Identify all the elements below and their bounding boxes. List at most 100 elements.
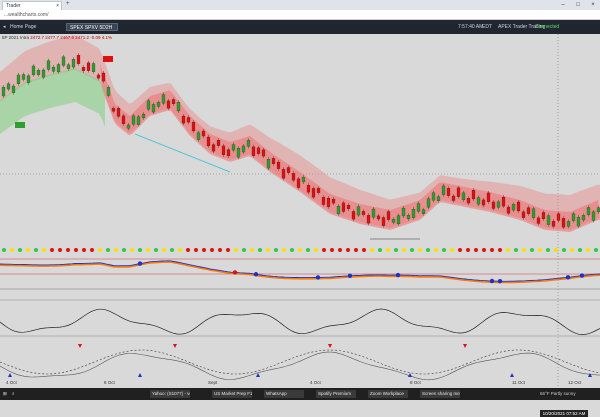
signal-dot [322, 248, 326, 252]
candle-body [421, 209, 426, 214]
sell-arrow [328, 344, 332, 348]
signal-dot [58, 248, 62, 252]
candle-body [201, 130, 206, 137]
candle-body [181, 115, 186, 124]
back-icon[interactable]: ◂ [3, 24, 6, 30]
candle-body [571, 213, 576, 221]
signal-dot [298, 248, 302, 252]
x-axis-label: 8 Oct [410, 380, 422, 385]
candle-body [211, 144, 216, 152]
signal-dot [34, 248, 38, 252]
candle-body [466, 198, 471, 204]
weather-widget[interactable]: 66°F Partly sunny [540, 391, 576, 396]
maximize-button[interactable]: □ [576, 2, 580, 8]
candle-body [506, 206, 511, 214]
url-text[interactable]: ...wealthcharts.com/ [4, 12, 49, 18]
candle-body [406, 215, 411, 219]
buy-arrow [256, 373, 260, 377]
candle-body [261, 149, 266, 157]
candle-body [296, 178, 301, 188]
candle-body [416, 203, 421, 212]
momentum-wave [0, 308, 600, 335]
oscillator-dot [565, 275, 571, 280]
taskbar-app-screen-share[interactable]: Screen sharing mee... [420, 390, 460, 398]
signal-dot [122, 248, 126, 252]
candle-body [216, 140, 221, 146]
candle-body [401, 207, 406, 217]
signal-dot [18, 248, 22, 252]
buy-arrow [8, 373, 12, 377]
browser-tab[interactable]: Trader × [2, 1, 62, 10]
candle-body [546, 215, 551, 225]
data-feed-label[interactable]: APEX Trader Trading [498, 24, 546, 30]
candle-body [451, 195, 456, 201]
chart-area[interactable]: 4 Oct 8 Oct Sept 4 Oct 8 Oct 11 Oct 12 Oct 5P … [0, 34, 600, 417]
signal-dot [82, 248, 86, 252]
candle-body [176, 102, 181, 112]
signal-dot [554, 248, 558, 252]
close-icon[interactable]: × [56, 3, 59, 9]
home-page-link[interactable]: Home Page [10, 24, 37, 30]
close-window-button[interactable]: × [591, 2, 595, 8]
signal-dot [26, 248, 30, 252]
buy-arrow [408, 373, 412, 377]
signal-dot [434, 248, 438, 252]
candle-body [16, 74, 21, 84]
candle-body [316, 188, 321, 193]
candle-body [81, 67, 86, 71]
chart-tab[interactable]: SPEX SPXV 5D2H [66, 23, 118, 31]
taskbar-app-whatsapp[interactable]: WhatsApp [264, 390, 304, 398]
x-axis-label: Sept [208, 380, 218, 385]
new-tab-button[interactable]: + [66, 1, 70, 7]
signal-dot [522, 248, 526, 252]
candle-body [51, 66, 56, 72]
candle-body [286, 167, 291, 173]
candle-body [21, 74, 26, 80]
trend-line [134, 133, 231, 173]
signal-dot [442, 248, 446, 252]
cloud-outer [0, 35, 600, 231]
signal-dot [10, 248, 14, 252]
candle-body [76, 55, 81, 64]
minimize-button[interactable]: – [561, 2, 565, 8]
browser-tab-title: Trader [6, 3, 21, 9]
candle-body [496, 201, 501, 208]
clock-time: 7:57:40 AM [458, 24, 484, 30]
x-axis-label: 8 Oct [104, 380, 116, 385]
candle-body [476, 197, 481, 205]
candle-body [281, 169, 286, 179]
taskbar-app-spotify[interactable]: Spotify Premium [316, 390, 356, 398]
candle-body [441, 185, 446, 195]
oscillator-dot [497, 279, 503, 284]
app-toolbar: ◂ Home Page SPEX SPXV 5D2H 7:57:40 AM ED… [0, 20, 600, 34]
candle-body [541, 212, 546, 219]
address-bar[interactable]: ...wealthcharts.com/ [0, 10, 600, 20]
candle-body [106, 87, 111, 96]
price-chart-svg[interactable]: 4 Oct 8 Oct Sept 4 Oct 8 Oct 11 Oct 12 Oct [0, 34, 600, 388]
taskbar-app-yahoo[interactable]: Yahoo: (S1077) - vo... [150, 390, 190, 398]
signal-dot [226, 248, 230, 252]
windows-start-icon[interactable]: ⊞ [3, 391, 7, 396]
candle-body [196, 132, 201, 140]
signal-dot [154, 248, 158, 252]
signal-dot [2, 248, 6, 252]
candle-body [381, 217, 386, 226]
candle-body [501, 197, 506, 207]
candle-body [566, 221, 571, 227]
candle-body [331, 198, 336, 204]
x-axis-label: 4 Oct [310, 380, 322, 385]
candle-body [11, 85, 16, 93]
candle-body [226, 149, 231, 157]
candle-body [446, 188, 451, 196]
ohlc-values: 2472.7 2477.7 2467.6 2471.2 -0.09 4.1% [30, 35, 113, 40]
taskbar-app-zoom[interactable]: Zoom Workplace [368, 390, 408, 398]
signal-dot [162, 248, 166, 252]
x-axis-label: 4 Oct [6, 380, 18, 385]
signal-dot [402, 248, 406, 252]
signal-dot [578, 248, 582, 252]
candle-body [491, 201, 496, 209]
taskbar-app-market-prep[interactable]: US Market Prep F1... [212, 390, 252, 398]
signal-dot [202, 248, 206, 252]
search-icon[interactable]: ⌕ [12, 391, 15, 396]
candle-body [591, 211, 596, 221]
